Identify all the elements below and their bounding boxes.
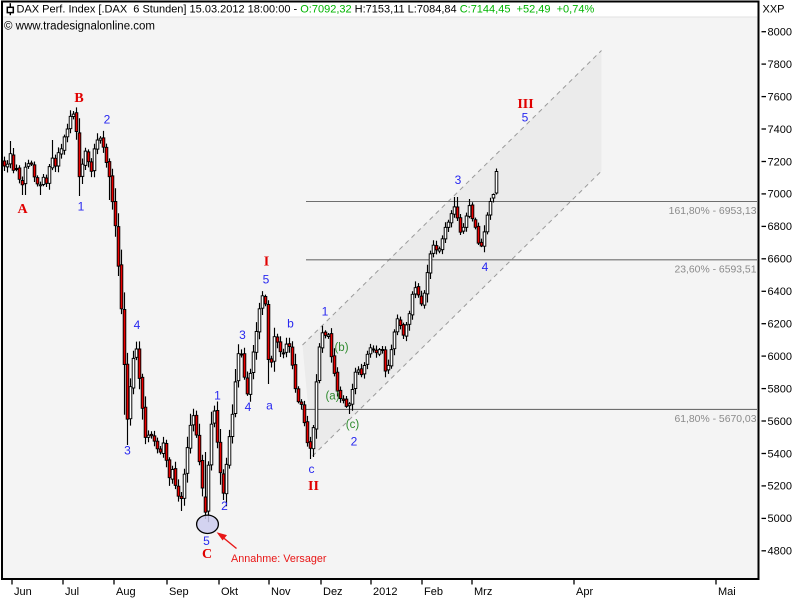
svg-text:2012: 2012 (373, 586, 397, 598)
svg-text:2: 2 (104, 113, 111, 127)
svg-text:1: 1 (214, 389, 221, 403)
svg-text:161,80% - 6953,13: 161,80% - 6953,13 (669, 206, 757, 217)
svg-text:4800: 4800 (768, 546, 792, 558)
svg-text:1: 1 (322, 305, 329, 319)
svg-text:4: 4 (134, 318, 141, 332)
svg-text:6400: 6400 (768, 286, 792, 298)
svg-text:2: 2 (221, 499, 228, 513)
svg-text:6600: 6600 (768, 254, 792, 266)
svg-text:(c): (c) (346, 419, 360, 431)
svg-text:3: 3 (455, 173, 462, 187)
svg-text:DAX Perf. Index [.DAX 6 Stund: DAX Perf. Index [.DAX 6 Stunden] 15.03.2… (17, 4, 595, 16)
svg-text:(a): (a) (325, 391, 339, 403)
svg-text:3: 3 (239, 328, 246, 342)
svg-text:4: 4 (482, 260, 489, 274)
svg-text:5800: 5800 (768, 383, 792, 395)
svg-text:Jun: Jun (14, 586, 32, 598)
svg-text:Feb: Feb (424, 586, 443, 598)
svg-text:6800: 6800 (768, 221, 792, 233)
svg-text:4: 4 (245, 400, 252, 414)
svg-text:6000: 6000 (768, 351, 792, 363)
svg-text:23,60% - 6593,51: 23,60% - 6593,51 (674, 265, 756, 276)
svg-text:Annahme: Versager: Annahme: Versager (231, 553, 327, 565)
svg-text:8000: 8000 (768, 27, 792, 39)
svg-text:Apr: Apr (576, 586, 593, 598)
svg-text:III: III (517, 97, 533, 112)
svg-text:6200: 6200 (768, 319, 792, 331)
svg-text:1: 1 (78, 200, 85, 214)
svg-text:B: B (74, 91, 83, 106)
svg-text:5000: 5000 (768, 513, 792, 525)
svg-text:5600: 5600 (768, 416, 792, 428)
svg-text:I: I (264, 255, 269, 270)
svg-text:5: 5 (263, 273, 270, 287)
svg-text:Okt: Okt (221, 586, 238, 598)
svg-text:(b): (b) (334, 342, 348, 354)
svg-text:61,80% - 5670,03: 61,80% - 5670,03 (674, 414, 756, 425)
svg-text:c: c (309, 462, 315, 476)
svg-text:7000: 7000 (768, 189, 792, 201)
svg-text:b: b (287, 317, 294, 331)
svg-text:Sep: Sep (169, 586, 189, 598)
svg-text:7400: 7400 (768, 124, 792, 136)
svg-text:5: 5 (522, 111, 529, 125)
svg-text:II: II (308, 479, 319, 494)
svg-text:Mrz: Mrz (474, 586, 492, 598)
svg-text:7600: 7600 (768, 91, 792, 103)
svg-text:3: 3 (124, 444, 131, 458)
svg-text:Nov: Nov (271, 586, 291, 598)
svg-text:7200: 7200 (768, 156, 792, 168)
svg-text:Mai: Mai (718, 586, 736, 598)
svg-text:5200: 5200 (768, 481, 792, 493)
svg-text:Aug: Aug (116, 586, 136, 598)
svg-text:5400: 5400 (768, 448, 792, 460)
svg-text:7800: 7800 (768, 59, 792, 71)
svg-text:5: 5 (203, 534, 210, 548)
svg-text:Dez: Dez (323, 586, 343, 598)
svg-text:C: C (202, 547, 212, 562)
svg-text:2: 2 (351, 435, 358, 449)
svg-text:© www.tradesignalonline.com: © www.tradesignalonline.com (4, 21, 155, 33)
svg-text:Jul: Jul (65, 586, 79, 598)
svg-text:a: a (266, 399, 273, 413)
svg-text:A: A (17, 202, 28, 217)
svg-text:XXP: XXP (763, 4, 785, 16)
